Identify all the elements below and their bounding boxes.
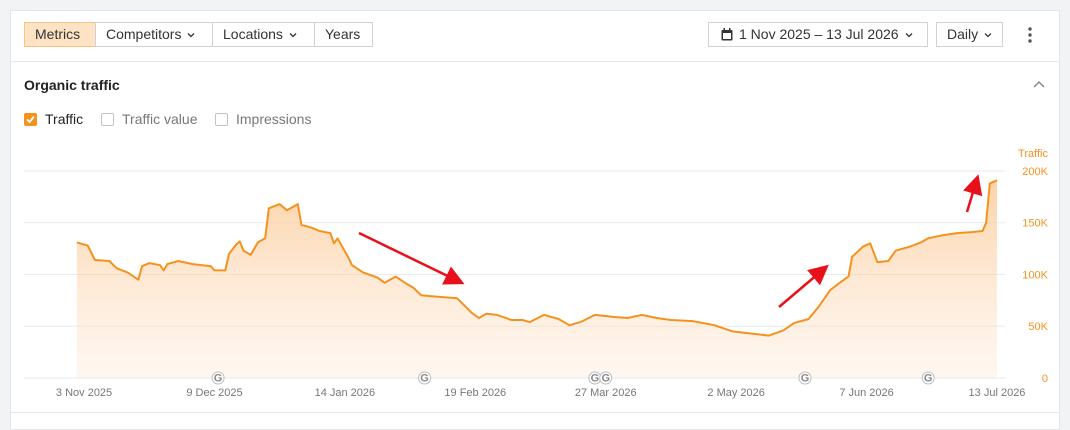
y-axis-title: Traffic (1018, 148, 1048, 160)
update-marker (921, 371, 935, 385)
tab[interactable]: Years (314, 22, 373, 47)
page: Metrics Competitors Locations Years 1 No… (10, 10, 1060, 430)
update-marker (211, 371, 225, 385)
checkbox-box (24, 112, 37, 126)
more-menu[interactable] (1026, 26, 1034, 44)
panel-title: Organic traffic (24, 77, 120, 93)
checkbox[interactable]: Traffic (24, 111, 83, 127)
tab-label: Locations (223, 26, 283, 42)
chart: 0 50K 100K 150K 200K Traffic 3 Nov 2025 9 Dec 2… (24, 148, 1049, 399)
tab-label: Metrics (35, 26, 81, 42)
update-marker-label: G (801, 372, 810, 384)
divider (10, 412, 1060, 413)
tab-label: Competitors (106, 26, 182, 42)
checkbox-box (215, 112, 228, 126)
y-tick-label: 150K (1022, 218, 1048, 230)
arrow (778, 264, 829, 308)
area-fill (76, 180, 998, 378)
checkbox-label: Traffic value (122, 111, 198, 127)
trend-arrows (358, 174, 983, 308)
x-tick-label: 2 May 2026 (707, 387, 764, 399)
x-tick-label: 14 Jan 2026 (315, 387, 376, 399)
update-marker (599, 371, 613, 385)
chevron (984, 32, 992, 37)
chevron (905, 32, 913, 37)
checkbox[interactable]: Impressions (215, 111, 311, 127)
update-marker-label: G (420, 372, 429, 384)
x-tick-label: 19 Feb 2026 (444, 387, 506, 399)
x-tick-label: 27 Mar 2026 (575, 387, 637, 399)
labels: 0 50K 100K 150K 200K Traffic 3 Nov 2025 9 Dec 2… (56, 148, 1049, 399)
x-tick-label: 9 Dec 2025 (186, 387, 242, 399)
divider (10, 61, 1060, 62)
plot (76, 179, 998, 378)
checkbox[interactable]: Traffic value (101, 111, 197, 127)
update-marker-label: G (924, 372, 933, 384)
traffic-line (76, 179, 998, 337)
update-marker-label: G (591, 372, 600, 384)
y-tick-label: 50K (1028, 321, 1048, 333)
check-mark (26, 115, 35, 123)
granularity: Daily (947, 26, 979, 42)
tab[interactable]: Locations (212, 22, 315, 47)
date-range: 1 Nov 2025 – 13 Jul 2026 (739, 26, 899, 42)
y-tick-label: 100K (1022, 269, 1048, 281)
update-marker-label: G (214, 372, 223, 384)
y-tick-label: 200K (1022, 166, 1048, 178)
tab-label: Years (325, 26, 361, 42)
x-tick-label: 3 Nov 2025 (56, 387, 112, 399)
chevron (188, 32, 195, 37)
calendar-icon (721, 28, 733, 41)
checkbox-label: Impressions (236, 111, 312, 127)
update-marker (418, 371, 432, 385)
update-marker (798, 371, 812, 385)
arrow (963, 174, 983, 213)
update-marker-label: G (601, 372, 610, 384)
arrow (358, 231, 465, 285)
date-range-button[interactable]: 1 Nov 2025 – 13 Jul 2026 (708, 22, 928, 47)
checkbox-box (101, 112, 114, 126)
y-tick-label: 0 (1042, 373, 1048, 385)
tab[interactable]: Metrics (24, 22, 96, 47)
checkbox-label: Traffic (45, 111, 84, 127)
x-tick-label: 7 Jun 2026 (839, 387, 893, 399)
x-tick-label: 13 Jul 2026 (969, 387, 1026, 399)
granularity-button[interactable]: Daily (936, 22, 1003, 47)
chevron (289, 32, 297, 37)
collapse-toggle[interactable] (1032, 80, 1046, 90)
